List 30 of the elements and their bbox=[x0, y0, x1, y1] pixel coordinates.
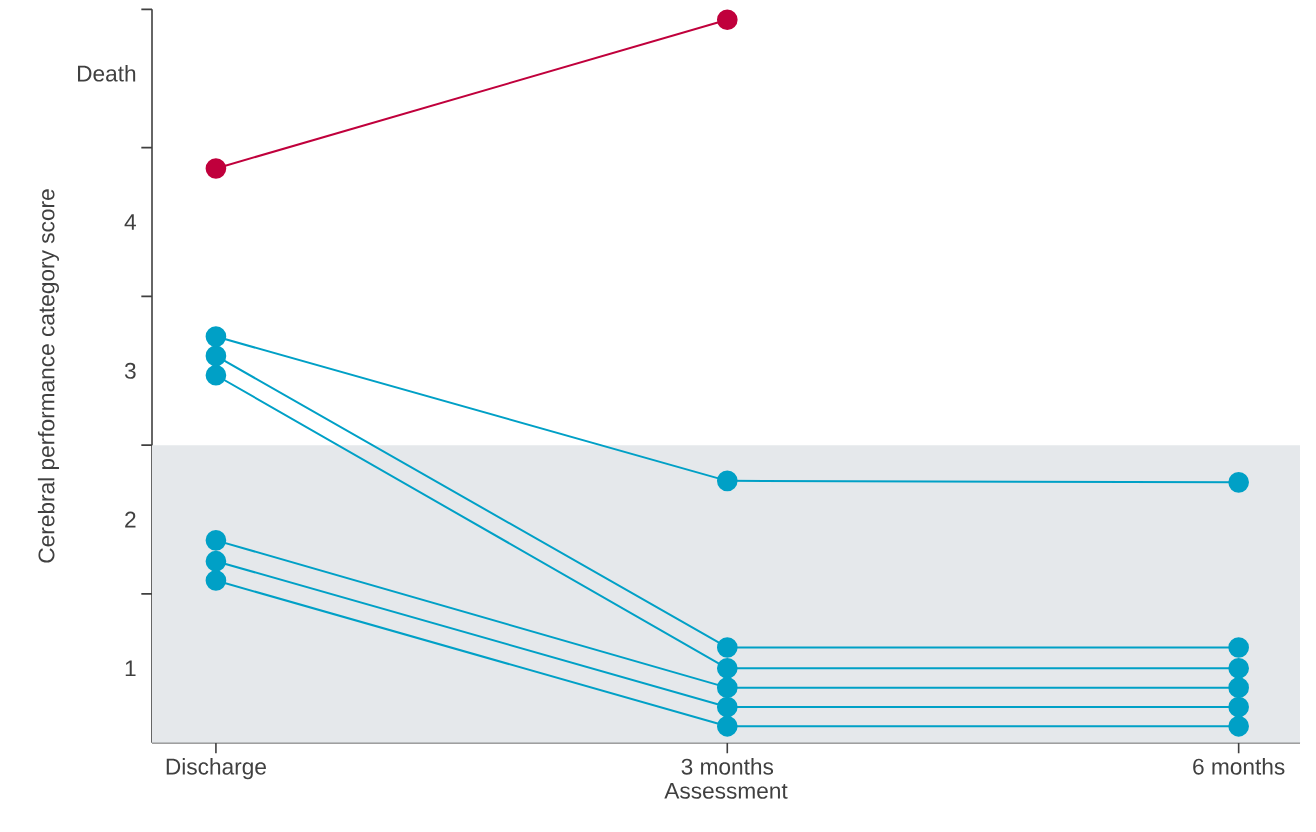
point bbox=[205, 345, 227, 367]
y-tick-label: 4 bbox=[124, 214, 136, 230]
point bbox=[716, 470, 738, 492]
y-tick-label: 2 bbox=[125, 511, 136, 528]
y-tick-label: Death bbox=[78, 64, 136, 82]
y-axis-title: Cerebral performance category score bbox=[37, 189, 59, 563]
point bbox=[1228, 677, 1249, 698]
y-tick-label: 1 bbox=[125, 660, 136, 677]
point bbox=[1228, 696, 1249, 718]
point bbox=[716, 715, 738, 737]
point bbox=[716, 637, 738, 658]
point bbox=[1228, 657, 1249, 679]
point bbox=[205, 550, 227, 572]
point bbox=[1228, 637, 1249, 658]
y-tick-label: 3 bbox=[124, 362, 136, 379]
point bbox=[716, 696, 738, 718]
x-tick-label: Discharge bbox=[166, 758, 266, 780]
point bbox=[205, 570, 227, 591]
point bbox=[1228, 472, 1249, 493]
point bbox=[205, 530, 227, 551]
point bbox=[716, 9, 738, 31]
point bbox=[716, 657, 738, 679]
point bbox=[205, 364, 227, 386]
x-tick-label: 6 months bbox=[1193, 758, 1285, 775]
point bbox=[205, 326, 227, 347]
x-axis-title: Assessment bbox=[664, 782, 788, 799]
x-tick-label: 3 months bbox=[681, 758, 774, 775]
point bbox=[1228, 715, 1249, 737]
point bbox=[716, 677, 738, 698]
point bbox=[205, 158, 227, 179]
